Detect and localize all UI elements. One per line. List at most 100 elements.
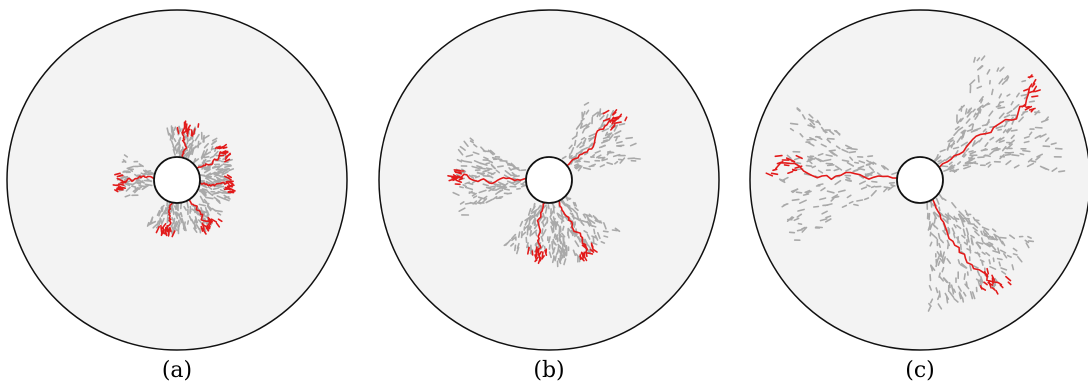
- minor-crack: [829, 151, 836, 156]
- crack-tip-segment: [193, 128, 196, 135]
- minor-crack: [981, 251, 986, 255]
- crack-tip-segment: [785, 157, 794, 162]
- minor-crack: [469, 140, 475, 144]
- minor-crack: [558, 226, 561, 235]
- minor-crack: [585, 109, 590, 115]
- minor-crack: [1023, 135, 1030, 139]
- minor-crack: [821, 210, 828, 215]
- minor-crack: [1026, 162, 1035, 168]
- minor-crack: [1003, 122, 1008, 128]
- minor-crack: [869, 161, 875, 165]
- minor-crack: [137, 177, 142, 181]
- minor-crack: [811, 165, 817, 169]
- minor-crack: [852, 169, 859, 173]
- minor-crack: [1035, 155, 1041, 161]
- minor-crack: [499, 159, 508, 162]
- minor-crack: [972, 264, 979, 269]
- minor-crack: [957, 259, 961, 265]
- minor-crack: [1006, 254, 1012, 258]
- minor-crack: [870, 185, 876, 189]
- central-hole: [896, 156, 944, 204]
- minor-crack: [1027, 158, 1033, 163]
- minor-crack: [603, 235, 609, 238]
- minor-crack: [801, 226, 808, 233]
- minor-crack: [533, 218, 537, 226]
- minor-crack: [211, 207, 217, 212]
- minor-crack: [502, 182, 509, 188]
- main-crack: [181, 128, 191, 158]
- minor-crack: [846, 194, 852, 199]
- minor-crack: [988, 259, 991, 265]
- minor-crack: [1006, 93, 1011, 97]
- minor-crack: [178, 215, 183, 224]
- minor-crack: [826, 190, 835, 194]
- minor-crack: [194, 142, 202, 149]
- minor-crack: [510, 242, 515, 247]
- minor-crack: [959, 117, 964, 123]
- minor-crack: [186, 220, 190, 225]
- minor-crack: [158, 211, 162, 217]
- minor-crack: [577, 165, 583, 172]
- minor-crack: [824, 203, 833, 207]
- minor-crack: [833, 168, 840, 172]
- minor-crack: [789, 127, 795, 132]
- minor-crack: [948, 291, 955, 299]
- minor-crack: [973, 162, 979, 165]
- minor-crack: [937, 232, 941, 240]
- minor-crack: [968, 123, 974, 127]
- minor-crack: [833, 129, 841, 135]
- minor-crack: [459, 201, 465, 205]
- minor-crack: [201, 150, 205, 158]
- crack-tip-segment: [787, 170, 794, 174]
- minor-crack: [963, 273, 966, 281]
- minor-crack: [569, 154, 573, 160]
- minor-crack: [549, 210, 554, 218]
- minor-crack: [990, 88, 994, 96]
- minor-crack: [940, 165, 949, 168]
- minor-crack: [618, 123, 626, 126]
- minor-crack: [956, 236, 961, 244]
- minor-crack: [980, 237, 984, 243]
- minor-crack: [481, 198, 488, 204]
- minor-crack: [938, 159, 946, 165]
- minor-crack: [174, 146, 178, 152]
- minor-crack: [594, 150, 601, 154]
- minor-crack: [602, 230, 609, 233]
- minor-crack: [990, 243, 997, 251]
- minor-crack: [213, 150, 219, 157]
- minor-crack: [604, 131, 609, 137]
- minor-crack: [614, 160, 619, 165]
- minor-crack: [1018, 116, 1024, 123]
- minor-crack: [984, 232, 990, 240]
- minor-crack: [790, 188, 799, 193]
- minor-crack: [998, 78, 1004, 85]
- minor-crack: [188, 144, 193, 152]
- minor-crack: [551, 241, 554, 249]
- minor-crack: [485, 198, 494, 204]
- minor-crack: [946, 217, 949, 223]
- minor-crack: [941, 266, 945, 273]
- crack-tip-segment: [1034, 89, 1041, 93]
- minor-crack: [183, 205, 187, 211]
- minor-crack: [598, 144, 607, 149]
- minor-crack: [491, 156, 497, 160]
- crack-tip-segment: [541, 251, 544, 260]
- minor-crack: [888, 181, 896, 184]
- minor-crack: [1013, 164, 1020, 169]
- minor-crack: [796, 228, 803, 232]
- minor-crack: [552, 239, 557, 246]
- crack-tip-segment: [453, 169, 462, 172]
- minor-crack: [150, 171, 156, 175]
- minor-crack: [976, 85, 983, 89]
- minor-crack: [890, 184, 896, 187]
- minor-crack: [560, 209, 564, 218]
- minor-crack: [173, 126, 177, 131]
- minor-crack: [576, 141, 583, 148]
- minor-crack: [570, 155, 578, 160]
- minor-crack: [820, 126, 827, 134]
- minor-crack: [935, 198, 940, 205]
- minor-crack: [595, 154, 602, 159]
- minor-crack: [834, 179, 842, 186]
- minor-crack: [478, 189, 487, 194]
- minor-crack: [190, 139, 195, 145]
